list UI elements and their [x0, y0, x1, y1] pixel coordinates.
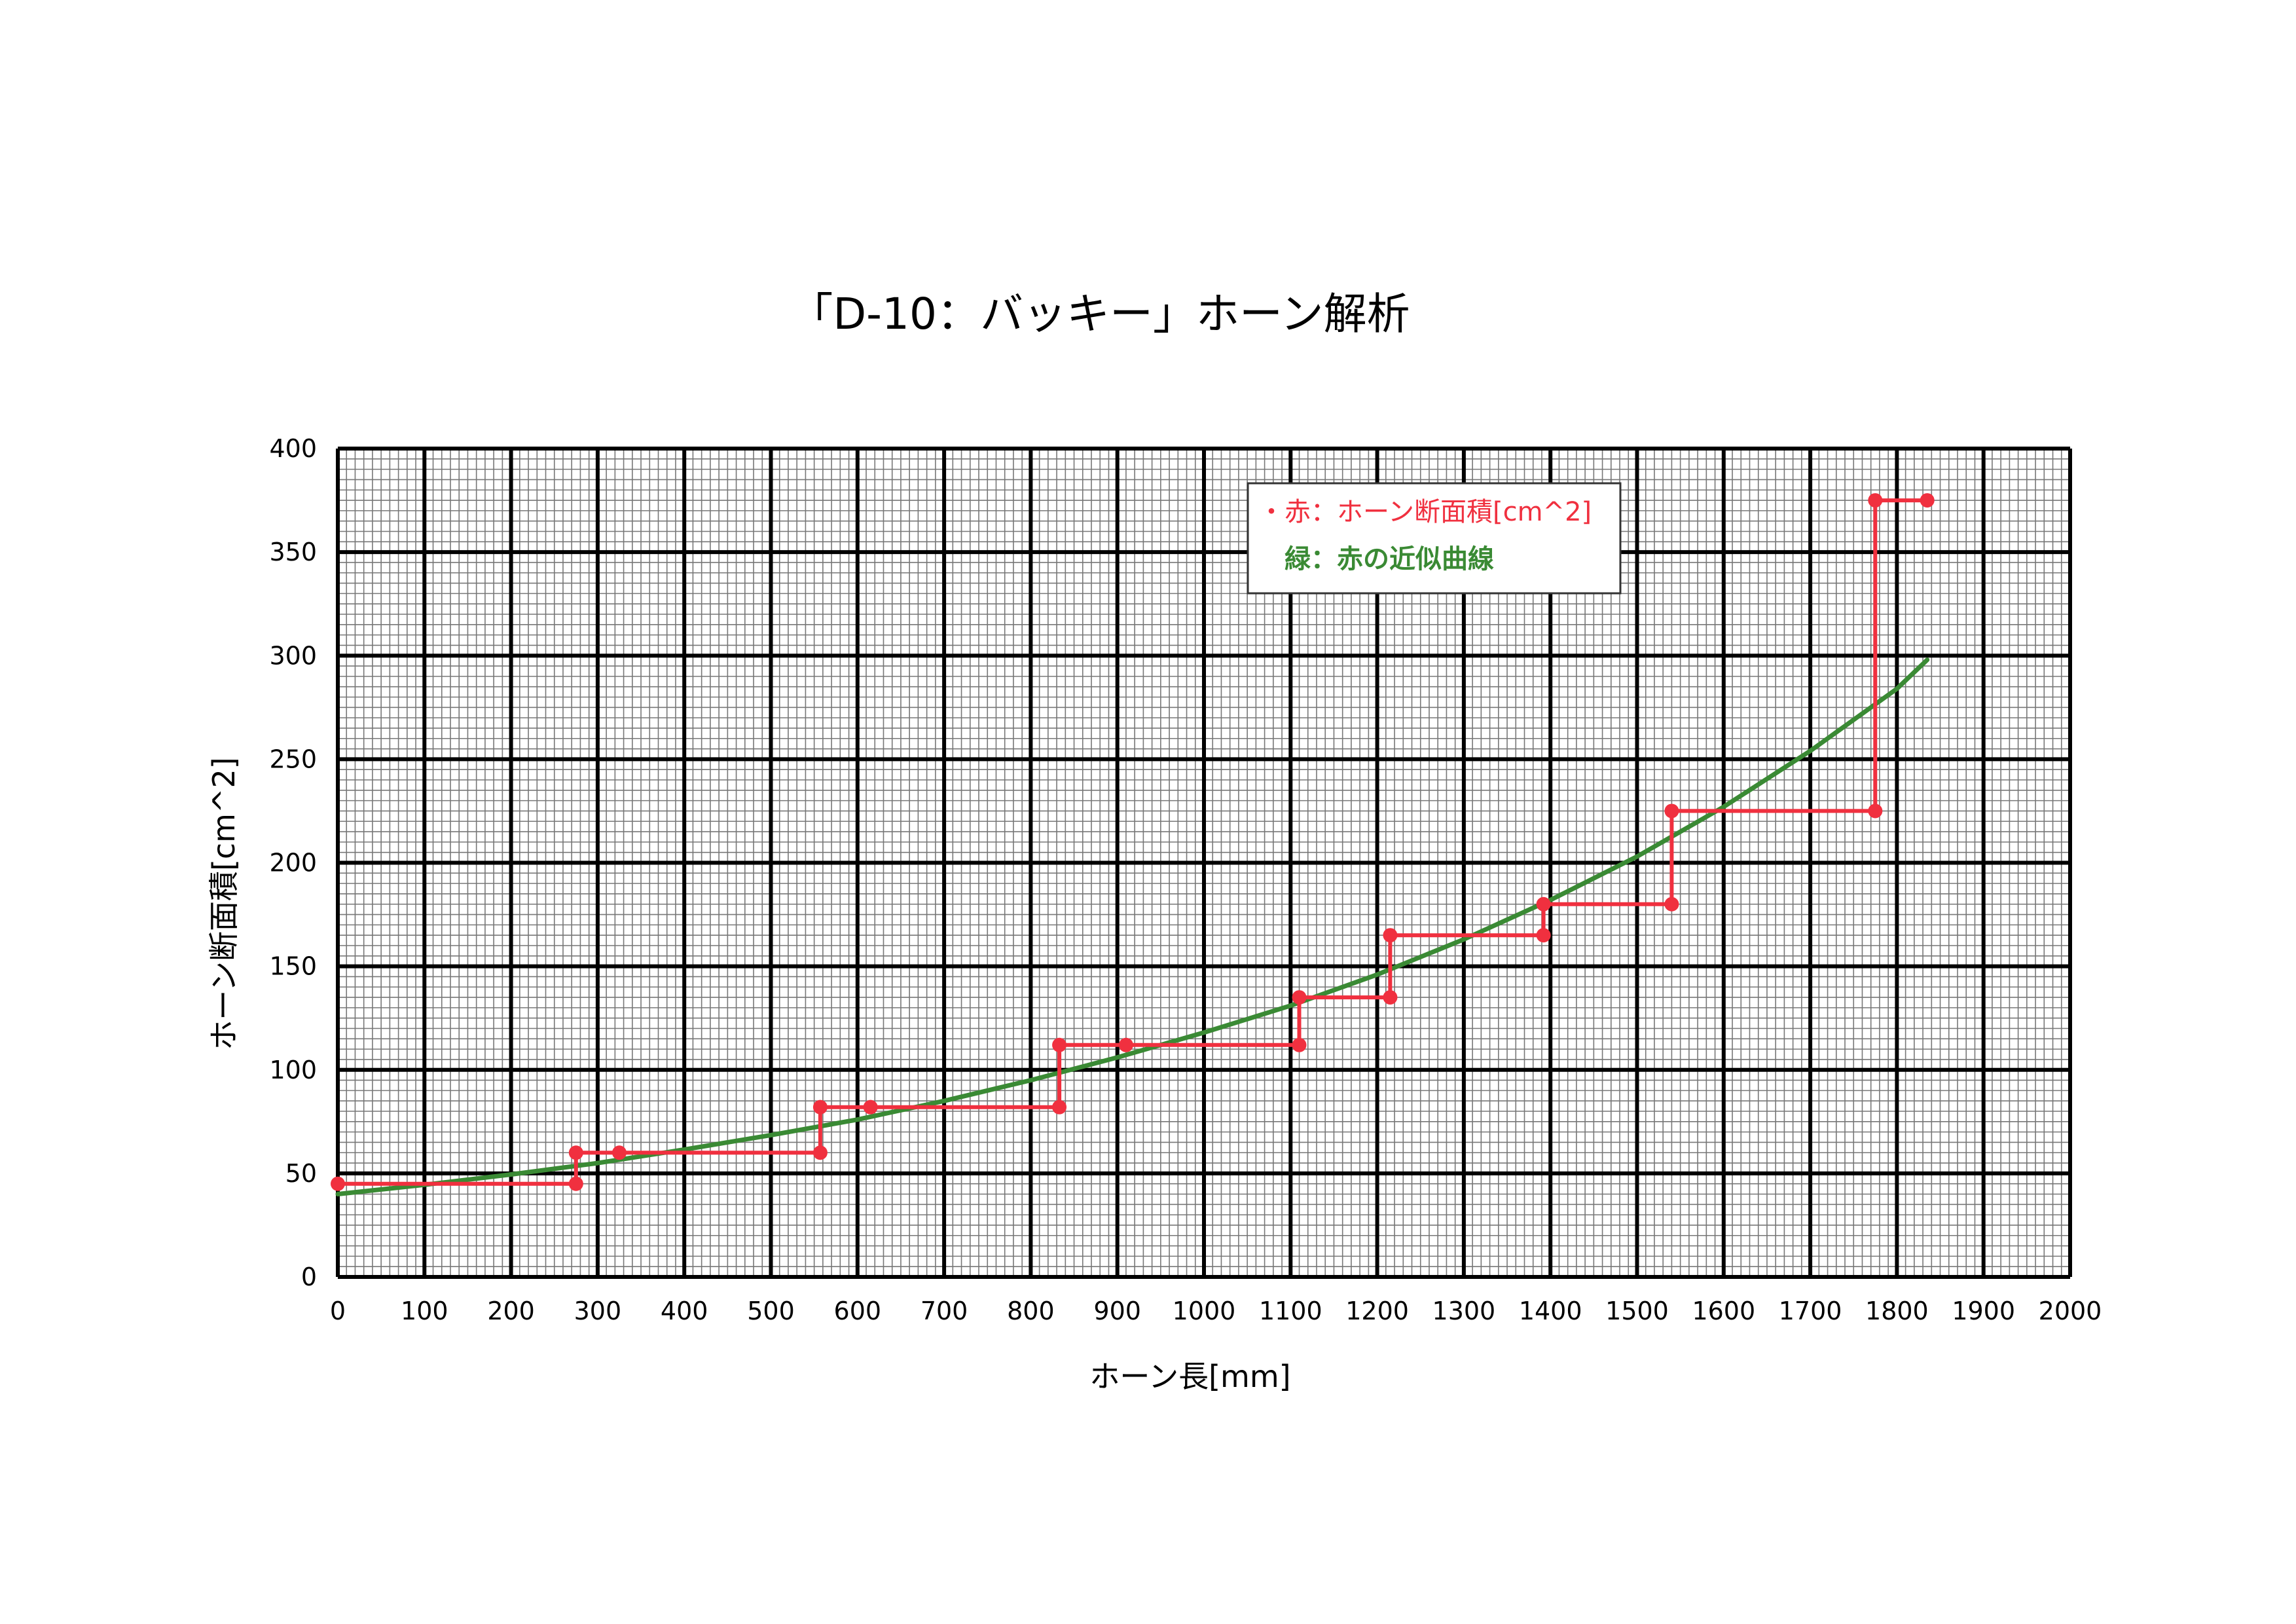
measured-point — [568, 1145, 583, 1160]
y-axis-label: ホーン断面積[cm^2] — [206, 757, 242, 1050]
y-tick-label: 50 — [285, 1159, 317, 1188]
x-tick-label: 2000 — [2039, 1297, 2102, 1325]
x-tick-label: 1300 — [1432, 1297, 1496, 1325]
measured-point — [331, 1176, 345, 1191]
measured-point — [1664, 896, 1679, 912]
measured-point — [812, 1099, 828, 1115]
x-tick-labels: 0 100 200 300 400 500 600 700 800 900 1000 1100 1200… — [330, 1297, 2102, 1325]
measured-point — [1868, 493, 1883, 508]
measured-point — [1920, 493, 1935, 508]
measured-area-series — [331, 493, 1935, 1191]
chart-title: 「D-10：バッキー」ホーン解析 — [790, 289, 1410, 339]
x-tick-label: 1500 — [1605, 1297, 1669, 1325]
measured-point — [1536, 896, 1551, 912]
y-tick-label: 200 — [269, 849, 317, 877]
measured-point — [1292, 990, 1307, 1005]
x-tick-label: 1400 — [1519, 1297, 1582, 1325]
y-tick-label: 350 — [269, 538, 317, 566]
measured-point — [1052, 1099, 1067, 1115]
legend-measured-label: 赤：ホーン断面積[cm^2] — [1285, 497, 1592, 527]
x-tick-label: 600 — [834, 1297, 882, 1325]
x-tick-label: 300 — [574, 1297, 622, 1325]
x-tick-label: 0 — [330, 1297, 346, 1325]
x-tick-label: 200 — [487, 1297, 535, 1325]
x-tick-label: 1800 — [1865, 1297, 1929, 1325]
measured-point — [1868, 803, 1883, 819]
measured-point — [1292, 1037, 1307, 1052]
measured-point — [611, 1145, 627, 1160]
y-tick-label: 150 — [269, 952, 317, 981]
measured-point — [812, 1145, 828, 1160]
x-tick-label: 1200 — [1345, 1297, 1409, 1325]
x-tick-label: 1100 — [1259, 1297, 1322, 1325]
y-tick-labels: 0 50 100 150 200 250 300 350 400 — [269, 434, 317, 1291]
x-tick-label: 700 — [920, 1297, 968, 1325]
legend-box — [1247, 482, 1622, 595]
y-tick-label: 100 — [269, 1056, 317, 1084]
y-tick-label: 250 — [269, 745, 317, 773]
measured-point — [1536, 928, 1551, 943]
x-axis-label: ホーン長[mm] — [1089, 1359, 1290, 1394]
x-tick-label: 500 — [747, 1297, 795, 1325]
x-tick-label: 400 — [661, 1297, 708, 1325]
measured-point — [1052, 1037, 1067, 1052]
x-tick-label: 1000 — [1173, 1297, 1236, 1325]
measured-point — [1664, 803, 1679, 819]
x-tick-label: 1700 — [1779, 1297, 1842, 1325]
x-tick-label: 1900 — [1952, 1297, 2015, 1325]
measured-point — [1118, 1037, 1133, 1052]
y-tick-label: 0 — [301, 1263, 317, 1291]
y-tick-label: 300 — [269, 641, 317, 670]
measured-point — [1383, 990, 1398, 1005]
legend: ・ 赤：ホーン断面積[cm^2] 緑：赤の近似曲線 — [1247, 482, 1622, 595]
y-tick-label: 400 — [269, 434, 317, 463]
x-tick-label: 800 — [1007, 1297, 1055, 1325]
x-tick-label: 100 — [401, 1297, 448, 1325]
measured-point — [1383, 928, 1398, 943]
x-tick-label: 900 — [1093, 1297, 1141, 1325]
x-tick-label: 1600 — [1692, 1297, 1755, 1325]
legend-approx-label: 緑：赤の近似曲線 — [1285, 544, 1494, 574]
legend-bullet: ・ — [1258, 497, 1285, 527]
measured-point — [863, 1099, 878, 1115]
measured-point — [568, 1176, 583, 1191]
